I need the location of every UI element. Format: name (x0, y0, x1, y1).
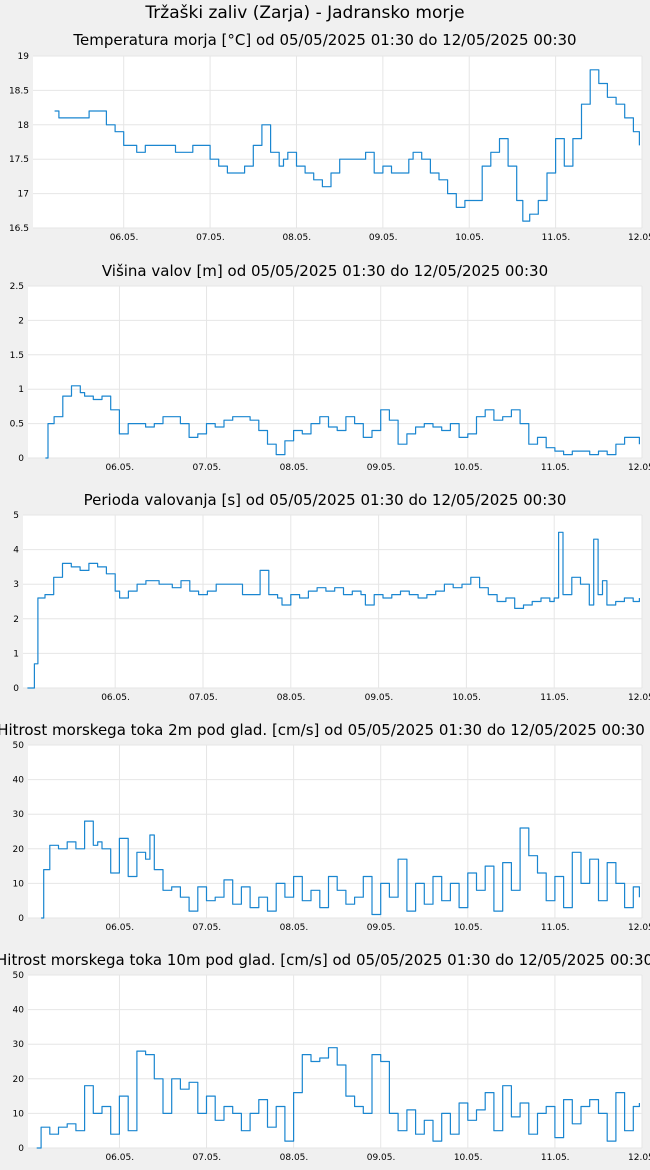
x-tick-label: 10.05. (455, 233, 484, 243)
series-line (54, 69, 640, 222)
y-tick-label: 0.5 (10, 420, 24, 430)
y-tick-label: 1 (18, 385, 24, 395)
x-tick-label: 09.05. (365, 693, 394, 703)
y-tick-label: 2 (13, 615, 19, 625)
series-line (27, 531, 640, 689)
y-tick-label: 30 (13, 810, 25, 820)
x-tick-label: 08.05. (280, 1153, 309, 1163)
y-tick-label: 40 (13, 1006, 25, 1016)
x-tick-label: 06.05. (105, 923, 134, 933)
x-tick-label: 10.05. (454, 923, 483, 933)
x-tick-label: 11.05. (540, 693, 569, 703)
y-tick-label: 50 (13, 741, 25, 751)
y-tick-label: 0 (13, 684, 19, 694)
x-tick-label: 11.05. (541, 463, 570, 473)
chart-title-temperature: Temperatura morja [°C] od 05/05/2025 01:… (73, 31, 577, 49)
y-tick-label: 2 (18, 316, 24, 326)
x-tick-label: 12.05. (628, 463, 650, 473)
y-tick-label: 1 (13, 649, 19, 659)
y-tick-label: 17.5 (9, 155, 29, 165)
plot-area (28, 975, 642, 1148)
x-tick-label: 10.05. (454, 1153, 483, 1163)
y-tick-label: 18.5 (9, 86, 29, 96)
x-tick-label: 06.05. (105, 1153, 134, 1163)
x-tick-label: 08.05. (282, 233, 311, 243)
x-tick-label: 09.05. (369, 233, 398, 243)
x-tick-label: 07.05. (189, 693, 218, 703)
y-tick-label: 3 (13, 580, 19, 590)
x-tick-label: 06.05. (101, 693, 130, 703)
chart-title-current-2m: Hitrost morskega toka 2m pod glad. [cm/s… (0, 721, 645, 739)
y-tick-label: 10 (13, 879, 25, 889)
x-tick-label: 06.05. (110, 233, 139, 243)
x-tick-label: 07.05. (193, 923, 222, 933)
y-tick-label: 1.5 (10, 351, 24, 361)
y-tick-label: 17 (18, 190, 29, 200)
x-tick-label: 11.05. (541, 1153, 570, 1163)
x-tick-label: 10.05. (454, 463, 483, 473)
series-line (41, 820, 640, 919)
y-tick-label: 2.5 (10, 282, 24, 292)
x-tick-label: 09.05. (367, 1153, 396, 1163)
y-tick-label: 4 (13, 546, 19, 556)
x-tick-label: 07.05. (193, 463, 222, 473)
x-tick-label: 11.05. (542, 233, 571, 243)
y-tick-label: 19 (18, 52, 30, 62)
y-tick-label: 18 (18, 121, 30, 131)
y-tick-label: 0 (18, 454, 24, 464)
x-tick-label: 08.05. (277, 693, 306, 703)
x-tick-label: 06.05. (105, 463, 134, 473)
y-tick-label: 30 (13, 1040, 25, 1050)
y-tick-label: 40 (13, 776, 25, 786)
y-tick-label: 0 (18, 1144, 24, 1154)
y-tick-label: 20 (13, 1075, 25, 1085)
x-tick-label: 12.05. (628, 233, 650, 243)
chart-title-current-10m: Hitrost morskega toka 10m pod glad. [cm/… (0, 951, 650, 969)
y-tick-label: 20 (13, 845, 25, 855)
x-tick-label: 08.05. (280, 463, 309, 473)
y-tick-label: 50 (13, 971, 25, 981)
x-tick-label: 12.05. (628, 1153, 650, 1163)
x-tick-label: 07.05. (196, 233, 225, 243)
y-tick-label: 0 (18, 914, 24, 924)
y-tick-label: 16.5 (9, 224, 29, 234)
y-tick-label: 10 (13, 1109, 25, 1119)
chart-title-wave-height: Višina valov [m] od 05/05/2025 01:30 do … (101, 262, 549, 280)
plot-area (28, 745, 642, 918)
x-tick-label: 11.05. (541, 923, 570, 933)
x-tick-label: 08.05. (280, 923, 309, 933)
x-tick-label: 07.05. (193, 1153, 222, 1163)
x-tick-label: 12.05. (628, 923, 650, 933)
plot-area (28, 286, 642, 458)
series-line (45, 385, 640, 459)
x-tick-label: 09.05. (367, 463, 396, 473)
series-line (36, 1047, 640, 1149)
x-tick-label: 10.05. (452, 693, 481, 703)
x-tick-label: 12.05. (628, 693, 650, 703)
page-title: Tržaški zaliv (Zarja) - Jadransko morje (145, 3, 465, 23)
x-tick-label: 09.05. (367, 923, 396, 933)
plot-area (33, 56, 642, 228)
chart-title-wave-period: Perioda valovanja [s] od 05/05/2025 01:3… (83, 491, 567, 509)
y-tick-label: 5 (13, 511, 19, 521)
